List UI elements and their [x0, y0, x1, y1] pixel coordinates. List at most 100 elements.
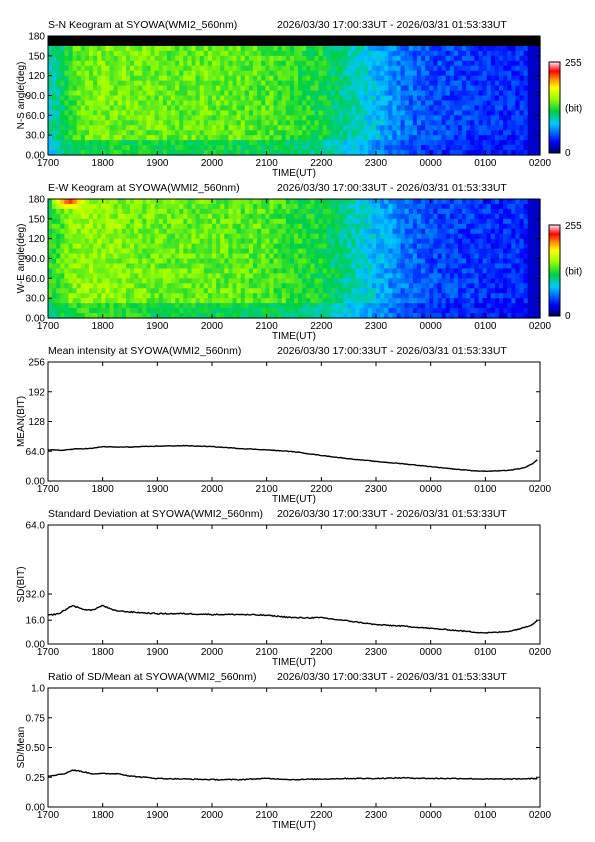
- keogram-pixel: [121, 85, 127, 92]
- keogram-pixel: [56, 36, 61, 42]
- keogram-pixel: [335, 60, 340, 67]
- keogram-pixel: [105, 228, 111, 235]
- keogram-pixel: [339, 248, 344, 255]
- keogram-pixel: [212, 253, 217, 260]
- keogram-pixel: [56, 233, 61, 240]
- keogram-pixel: [388, 268, 393, 274]
- keogram-pixel: [207, 110, 213, 116]
- keogram-pixel: [281, 135, 287, 141]
- keogram-pixel: [166, 308, 172, 314]
- keogram-pixel: [101, 85, 106, 92]
- keogram-pixel: [347, 263, 352, 270]
- keogram-pixel: [363, 278, 369, 284]
- keogram-pixel: [269, 253, 275, 260]
- keogram-pixel: [121, 218, 127, 225]
- keogram-pixel: [195, 95, 201, 102]
- keogram-pixel: [474, 90, 480, 97]
- keogram-pixel: [302, 218, 307, 225]
- keogram-pixel: [257, 80, 262, 87]
- keogram-pixel: [289, 70, 295, 77]
- keogram-pixel: [179, 150, 184, 156]
- keogram-pixel: [466, 105, 471, 111]
- keogram-pixel: [474, 45, 480, 52]
- keogram-pixel: [84, 130, 90, 136]
- keogram-pixel: [433, 40, 439, 47]
- keogram-pixel: [175, 36, 180, 42]
- keogram-pixel: [175, 283, 180, 289]
- keogram-pixel: [109, 283, 115, 289]
- keogram-pixel: [531, 80, 537, 87]
- keogram-pixel: [121, 248, 127, 255]
- keogram-pixel: [52, 145, 57, 151]
- keogram-pixel: [363, 233, 369, 240]
- keogram-pixel: [142, 223, 147, 230]
- keogram-pixel: [171, 80, 176, 87]
- keogram-pixel: [117, 238, 123, 245]
- keogram-pixel: [339, 199, 344, 205]
- keogram-pixel: [146, 85, 152, 92]
- keogram-pixel: [52, 55, 57, 62]
- keogram-pixel: [130, 150, 135, 156]
- keogram-pixel: [326, 273, 332, 279]
- keogram-pixel: [117, 100, 123, 107]
- keogram-pixel: [326, 145, 332, 151]
- keogram-pixel: [138, 150, 143, 156]
- keogram-pixel: [388, 273, 393, 279]
- keogram-pixel: [248, 243, 254, 250]
- keogram-pixel: [64, 263, 70, 270]
- keogram-pixel: [175, 308, 180, 314]
- keogram-pixel: [212, 50, 217, 57]
- keogram-pixel: [347, 298, 352, 304]
- keogram-pixel: [453, 45, 459, 52]
- keogram-pixel: [285, 60, 291, 67]
- keogram-pixel: [134, 60, 139, 67]
- keogram-pixel: [433, 105, 439, 111]
- keogram-pixel: [273, 60, 279, 67]
- keogram-pixel: [199, 120, 205, 126]
- keogram-pixel: [48, 263, 53, 270]
- keogram-pixel: [146, 105, 152, 111]
- keogram-pixel: [56, 110, 61, 116]
- keogram-pixel: [359, 115, 365, 121]
- keogram-pixel: [97, 50, 102, 57]
- keogram-pixel: [285, 75, 291, 82]
- keogram-pixel: [302, 278, 307, 284]
- keogram-pixel: [212, 80, 217, 87]
- keogram-pixel: [355, 120, 361, 126]
- keogram-pixel: [60, 233, 65, 240]
- keogram-pixel: [203, 263, 209, 270]
- keogram-pixel: [335, 55, 340, 62]
- keogram-pixel: [355, 288, 361, 294]
- colorbar-max-label: 255: [565, 58, 582, 69]
- keogram-pixel: [531, 145, 537, 151]
- keogram-pixel: [220, 308, 225, 314]
- keogram-pixel: [380, 238, 385, 245]
- keogram-pixel: [52, 110, 57, 116]
- keogram-pixel: [240, 208, 246, 215]
- keogram-pixel: [421, 115, 426, 121]
- keogram-pixel: [294, 228, 299, 235]
- keogram-pixel: [150, 253, 156, 260]
- keogram-pixel: [191, 253, 197, 260]
- keogram-pixel: [80, 140, 86, 146]
- keogram-pixel: [150, 303, 156, 309]
- keogram-pixel: [310, 65, 316, 72]
- keogram-pixel: [322, 145, 328, 151]
- keogram-pixel: [113, 283, 119, 289]
- keogram-pixel: [236, 288, 242, 294]
- keogram-pixel: [449, 70, 455, 77]
- keogram-pixel: [343, 238, 348, 245]
- keogram-pixel: [425, 65, 430, 72]
- keogram-pixel: [125, 70, 131, 77]
- keogram-pixel: [220, 218, 225, 225]
- keogram-pixel: [277, 55, 283, 62]
- keogram-pixel: [257, 213, 262, 220]
- keogram-pixel: [105, 115, 111, 121]
- keogram-pixel: [216, 213, 221, 220]
- keogram-pixel: [52, 65, 57, 72]
- keogram-pixel: [113, 120, 119, 126]
- keogram-pixel: [216, 125, 221, 131]
- keogram-pixel: [388, 218, 393, 225]
- keogram-pixel: [52, 150, 57, 156]
- keogram-pixel: [273, 85, 279, 92]
